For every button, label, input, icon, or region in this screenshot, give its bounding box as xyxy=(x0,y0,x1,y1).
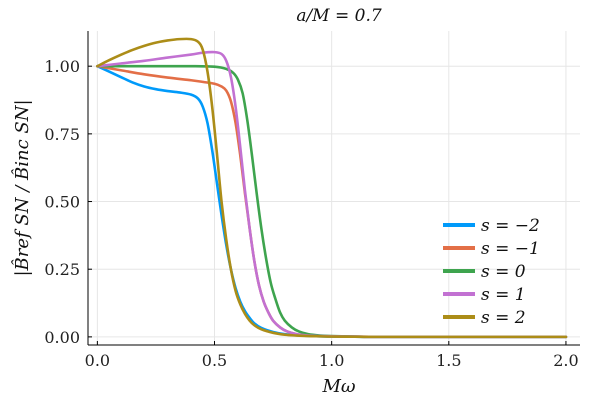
axes xyxy=(87,31,580,346)
legend-label-2: s = 0 xyxy=(481,262,526,282)
x-axis-label: Mω xyxy=(321,376,355,397)
y-axis-label: |B̂ref SN / B̂inc SN| xyxy=(11,99,33,276)
series-lines xyxy=(96,37,568,339)
x-tick-label-2: 1.0 xyxy=(319,351,344,370)
y-tick-label-3: 0.75 xyxy=(44,125,80,144)
tick-labels: 0.0 0.5 1.0 1.5 2.0 0.00 0.25 0.50 0.75 1.00 xyxy=(44,57,578,370)
legend-label-3: s = 1 xyxy=(481,285,526,305)
series-line-4 xyxy=(96,37,568,339)
y-tick-label-2: 0.50 xyxy=(44,193,80,212)
legend-label-4: s = 2 xyxy=(481,308,526,328)
x-tick-label-3: 1.5 xyxy=(436,351,461,370)
legend-label-1: s = −1 xyxy=(481,239,540,259)
y-tick-label-4: 1.00 xyxy=(44,57,80,76)
x-tick-label-1: 0.5 xyxy=(202,351,227,370)
x-tick-label-4: 2.0 xyxy=(553,351,578,370)
y-tick-label-1: 0.25 xyxy=(44,260,80,279)
legend: s = −2 s = −1 s = 0 s = 1 s = 2 xyxy=(443,216,540,328)
y-tick-label-0: 0.00 xyxy=(44,328,80,347)
chart-title: a/M = 0.7 xyxy=(296,6,382,26)
legend-label-0: s = −2 xyxy=(481,216,540,236)
x-tick-label-0: 0.0 xyxy=(85,351,110,370)
